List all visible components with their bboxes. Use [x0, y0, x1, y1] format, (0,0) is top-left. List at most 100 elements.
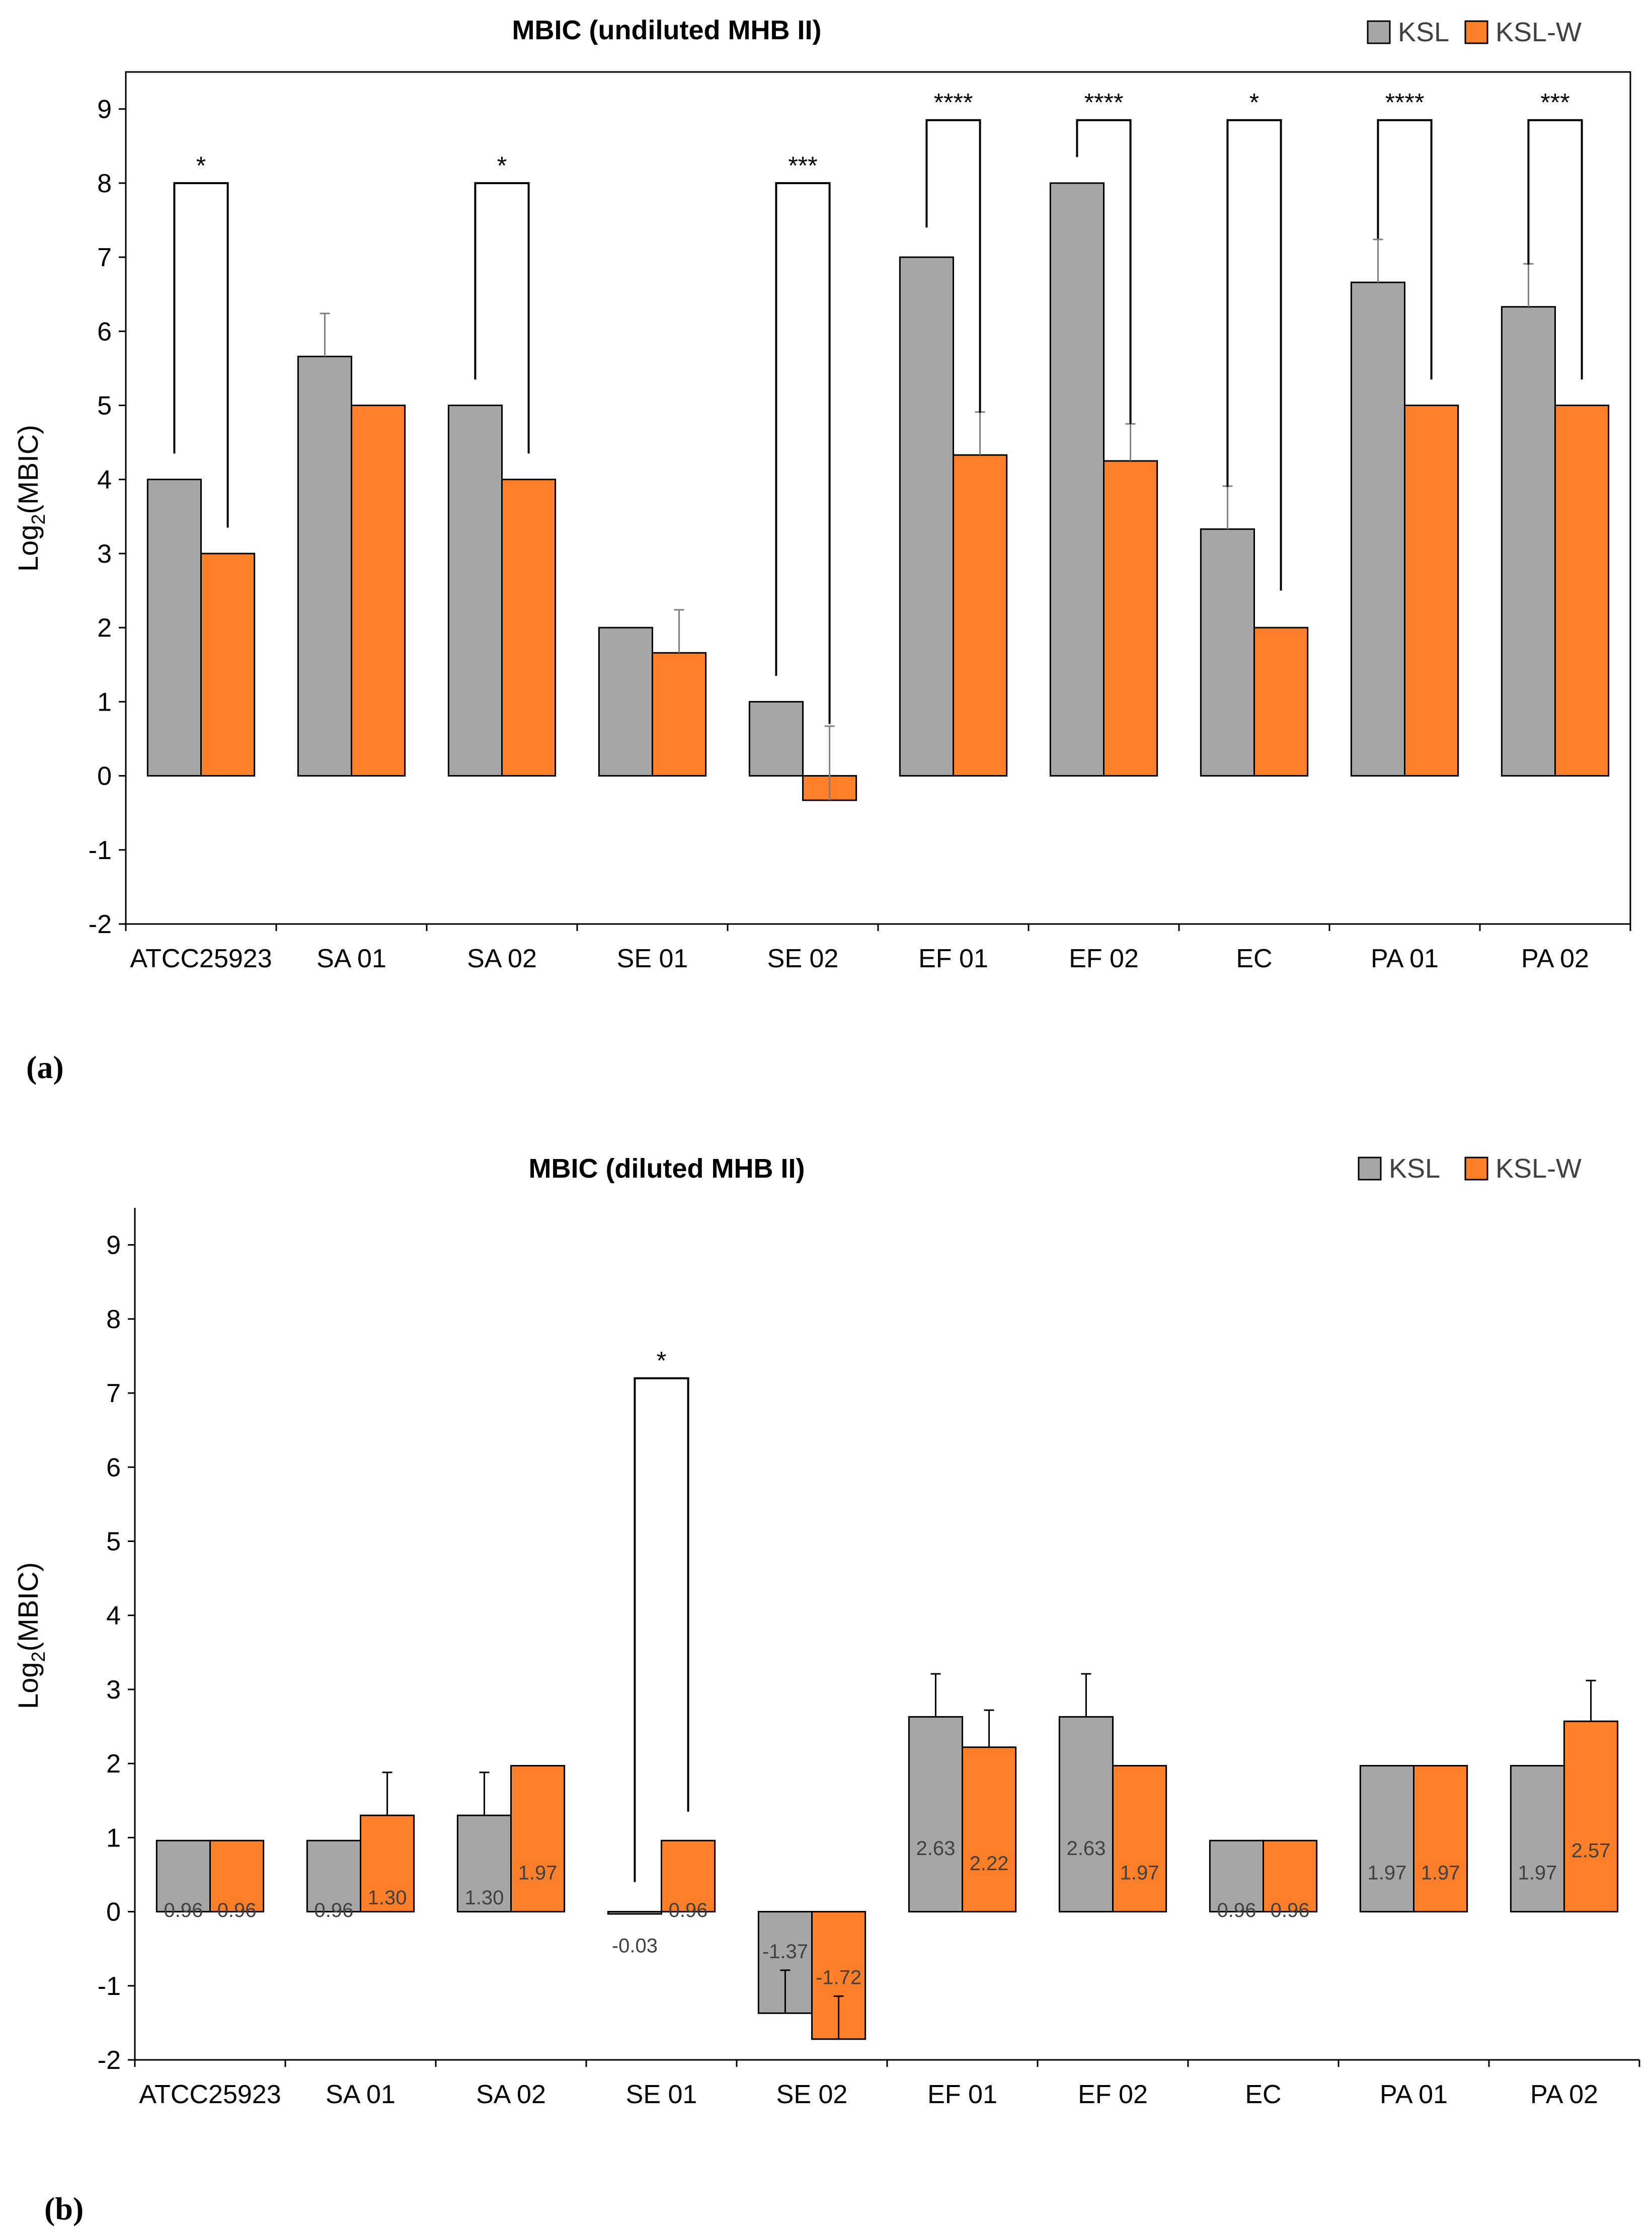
value-label-b-1-1: 1.30: [368, 1887, 407, 1909]
x-tick-label-b-9: PA 02: [1530, 2080, 1598, 2109]
bar-a-ksl-7: [1200, 528, 1255, 777]
value-label-b-1-2: 1.97: [518, 1862, 558, 1884]
bar-b-ksl-5: [908, 1716, 963, 1913]
bar-b-kslw-6: [1112, 1765, 1167, 1913]
value-label-b-1-4: -1.72: [816, 1966, 861, 1988]
y-tick-label-a-11: 9: [97, 95, 112, 124]
value-label-b-0-5: 2.63: [916, 1837, 955, 1860]
significance-label-a-1: *: [497, 151, 507, 180]
y-axis-label-main-b: Log: [12, 1662, 44, 1709]
x-tick-label-a-1: SA 01: [317, 944, 386, 973]
y-tick-label-b-1: -1: [98, 1972, 121, 2001]
significance-label-a-6: ****: [1385, 89, 1425, 117]
y-tick-label-b-3: 1: [106, 1823, 121, 1853]
legend-label-kslw-b: KSL-W: [1496, 1153, 1582, 1184]
y-tick-label-b-10: 8: [106, 1305, 121, 1334]
bar-a-kslw-2: [501, 479, 557, 777]
bar-a-ksl-6: [1049, 182, 1105, 777]
bar-b-ksl-2: [456, 1814, 512, 1913]
chart-title-a: MBIC (undiluted MHB II): [512, 15, 822, 45]
significance-bracket-b-0: [634, 1377, 689, 1882]
value-label-b-1-9: 2.57: [1571, 1839, 1611, 1862]
bar-b-kslw-7: [1263, 1839, 1318, 1913]
bar-b-kslw-8: [1413, 1765, 1468, 1913]
bar-a-ksl-0: [146, 479, 202, 777]
x-tick-label-b-5: EF 01: [927, 2080, 997, 2109]
bar-a-ksl-4: [748, 701, 804, 777]
value-label-b-0-8: 1.97: [1367, 1862, 1406, 1884]
bar-a-kslw-6: [1103, 460, 1158, 777]
x-tick-label-b-0: ATCC25923: [139, 2080, 281, 2109]
x-tick-label-a-9: PA 02: [1521, 944, 1589, 973]
value-label-b-1-7: 0.96: [1271, 1899, 1310, 1921]
y-axis-label-rest-a: (MBIC): [12, 425, 44, 514]
x-tick-label-a-2: SA 02: [467, 944, 537, 973]
y-tick-label-b-7: 5: [106, 1527, 121, 1556]
bar-a-ksl-5: [899, 256, 954, 777]
significance-brackets-b: *: [634, 1347, 689, 1882]
x-tick-label-b-3: SE 01: [626, 2080, 697, 2109]
legend-label-ksl-a: KSL: [1398, 17, 1449, 47]
bar-a-kslw-5: [953, 454, 1008, 777]
value-label-b-0-3: -0.03: [612, 1935, 658, 1957]
y-tick-label-a-8: 6: [97, 317, 112, 346]
x-tick-label-a-7: EC: [1236, 944, 1272, 973]
legend-a: KSL KSL-W: [1367, 17, 1582, 47]
bar-b-ksl-0: [155, 1839, 211, 1913]
y-tick-label-a-2: 0: [97, 762, 112, 791]
value-label-b-0-4: -1.37: [762, 1941, 808, 1963]
x-tick-label-a-3: SE 01: [617, 944, 688, 973]
y-tick-label-a-6: 4: [97, 466, 112, 495]
bar-b-ksl-3: [607, 1911, 662, 1915]
legend-label-ksl-b: KSL: [1389, 1153, 1440, 1184]
y-tick-label-a-4: 2: [97, 613, 112, 643]
bars-a: [146, 182, 1610, 801]
bar-b-ksl-8: [1359, 1765, 1414, 1913]
bar-a-kslw-8: [1404, 404, 1459, 777]
significance-brackets-a: * * ******* **** * **** ***: [173, 89, 1583, 724]
bar-b-ksl-9: [1510, 1765, 1565, 1913]
y-axis-label-a: Log2(MBIC): [12, 425, 49, 572]
chart-title-b: MBIC (diluted MHB II): [529, 1153, 805, 1184]
bar-a-kslw-9: [1554, 404, 1610, 777]
legend-swatch-ksl-b: [1358, 1157, 1382, 1181]
significance-bracket-a-6: [1377, 119, 1433, 379]
value-label-b-0-2: 1.30: [464, 1887, 504, 1909]
value-label-b-1-6: 1.97: [1120, 1862, 1159, 1884]
bar-b-ksl-1: [306, 1839, 361, 1913]
y-tick-label-a-9: 7: [97, 243, 112, 272]
y-ticks-a: -2 -1 0 1 2 3 4 5 6 7 8 9: [89, 95, 126, 939]
chart-panel-b: MBIC (diluted MHB II) KSL KSL-W * 0.96 0.…: [12, 1153, 1640, 2226]
significance-bracket-a-5: [1226, 119, 1282, 591]
bar-b-kslw-2: [510, 1765, 566, 1913]
value-labels-b: 0.96 0.96 1.30 -0.03 -1.37 2.63 2.63 0.96 1.97 1.…: [164, 1837, 1610, 1988]
chart-panel-a: MBIC (undiluted MHB II) KSL KSL-W * * ****…: [12, 15, 1631, 1085]
significance-bracket-a-7: [1527, 119, 1583, 379]
bar-b-ksl-6: [1058, 1716, 1114, 1913]
y-tick-label-a-0: -2: [89, 910, 112, 939]
y-tick-label-b-6: 4: [106, 1601, 121, 1631]
x-tick-label-a-4: SE 02: [767, 944, 839, 973]
significance-label-a-7: ***: [1540, 89, 1569, 117]
bar-a-ksl-8: [1350, 281, 1405, 777]
y-axis-label-main-a: Log: [12, 525, 44, 572]
value-label-b-0-9: 1.97: [1518, 1862, 1557, 1884]
x-tick-label-a-5: EF 01: [918, 944, 988, 973]
x-tick-label-b-8: PA 01: [1380, 2080, 1448, 2109]
bar-a-ksl-1: [297, 355, 352, 777]
value-label-b-0-7: 0.96: [1217, 1899, 1256, 1921]
x-tick-label-a-6: EF 02: [1069, 944, 1139, 973]
value-label-b-1-5: 2.22: [970, 1853, 1009, 1875]
value-label-b-0-1: 0.96: [314, 1899, 353, 1921]
x-ticks-a: ATCC25923 SA 01 SA 02 SE 01 SE 02 EF 01 EF 02 E…: [125, 924, 1631, 973]
legend-swatch-ksl-a: [1367, 20, 1391, 44]
significance-label-a-0: *: [196, 151, 206, 180]
legend-swatch-kslw-a: [1464, 20, 1488, 44]
bar-b-ksl-7: [1209, 1839, 1264, 1913]
y-axis-label-rest-b: (MBIC): [12, 1562, 44, 1651]
y-tick-label-a-10: 8: [97, 169, 112, 198]
value-label-b-1-0: 0.96: [217, 1899, 257, 1921]
bars-b: [155, 1716, 1619, 2040]
legend-label-kslw-a: KSL-W: [1496, 17, 1582, 47]
